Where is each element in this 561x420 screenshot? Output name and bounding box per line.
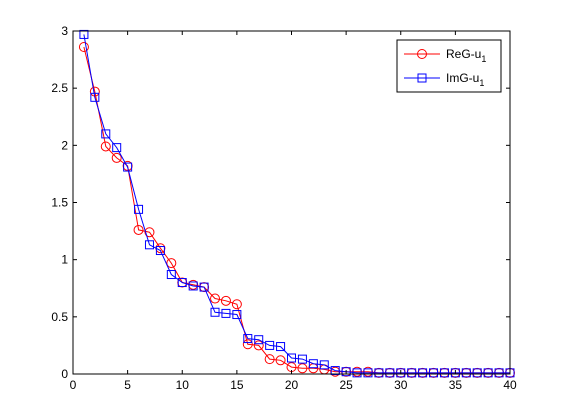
- legend-marker: [417, 49, 427, 59]
- data-point: [166, 270, 176, 280]
- data-point: [363, 368, 373, 378]
- data-point: [243, 334, 253, 344]
- data-point: [232, 310, 242, 320]
- data-point: [287, 353, 296, 363]
- x-tick-label: 5: [124, 378, 131, 392]
- data-point: [100, 141, 111, 152]
- data-point: [407, 368, 417, 378]
- data-point: [265, 340, 275, 350]
- data-point: [111, 152, 122, 163]
- data-point: [308, 359, 318, 369]
- data-point: [483, 368, 493, 378]
- data-point: [231, 299, 242, 310]
- legend-label: ReG-u1: [446, 47, 486, 64]
- data-point: [144, 240, 154, 250]
- legend-label-subscript: 1: [479, 78, 484, 88]
- legend-item: ImG-u1: [404, 71, 484, 88]
- x-axis: 0 5 10 15 20 25 30 35 40: [70, 31, 517, 392]
- data-point: [319, 360, 329, 370]
- data-point: [220, 295, 231, 306]
- legend-label: ImG-u1: [446, 71, 484, 88]
- x-tick-label: 30: [394, 378, 408, 392]
- x-tick-label: 20: [285, 378, 299, 392]
- data-point: [210, 307, 220, 317]
- x-tick-label: 15: [230, 378, 244, 392]
- y-tick-label: 0: [61, 367, 68, 381]
- data-point: [439, 368, 449, 378]
- legend-box: [396, 39, 502, 93]
- y-tick-label: 2.5: [51, 81, 68, 95]
- x-tick-label: 10: [176, 378, 190, 392]
- data-point: [396, 368, 406, 378]
- data-point: [123, 162, 133, 172]
- x-tick-label: 40: [503, 378, 517, 392]
- data-point: [461, 368, 471, 378]
- data-point: [101, 129, 111, 139]
- legend-label-main: ImG-u: [446, 71, 479, 85]
- data-point: [254, 335, 264, 345]
- data-point: [112, 143, 122, 153]
- data-point: [210, 293, 221, 304]
- x-tick-label: 25: [339, 378, 353, 392]
- data-point: [188, 281, 198, 291]
- data-point: [297, 363, 308, 374]
- data-point: [275, 355, 286, 366]
- data-point: [79, 29, 89, 39]
- series-layer: [78, 29, 515, 378]
- data-point: [221, 308, 231, 318]
- data-point: [450, 368, 460, 378]
- data-point: [166, 258, 177, 269]
- series-img-u1: [79, 29, 515, 378]
- data-point: [385, 368, 395, 378]
- data-point: [494, 368, 504, 378]
- x-tick-label: 35: [449, 378, 463, 392]
- data-point: [253, 340, 264, 351]
- data-point: [264, 354, 275, 365]
- legend-marker: [417, 73, 427, 83]
- data-point: [297, 354, 307, 364]
- data-point: [134, 204, 144, 214]
- data-point: [429, 368, 439, 378]
- data-point: [352, 368, 362, 378]
- data-point: [155, 246, 165, 256]
- data-point: [177, 278, 187, 288]
- data-point: [472, 368, 482, 378]
- y-tick-label: 1: [61, 253, 68, 267]
- legend-label-main: ReG-u: [446, 47, 481, 61]
- series-line: [83, 34, 510, 374]
- y-tick-label: 0.5: [51, 310, 68, 324]
- data-point: [133, 224, 144, 235]
- data-point: [418, 368, 428, 378]
- data-point: [330, 366, 340, 376]
- y-tick-label: 1.5: [51, 196, 68, 210]
- data-point: [144, 227, 155, 238]
- data-point: [276, 342, 286, 352]
- y-axis: 0 0.5 1 1.5 2 2.5 3: [51, 24, 510, 381]
- data-point: [78, 42, 89, 53]
- legend-label-subscript: 1: [481, 54, 486, 64]
- y-tick-label: 2: [61, 138, 68, 152]
- data-point: [374, 368, 384, 378]
- data-point: [341, 367, 351, 377]
- y-tick-label: 3: [61, 24, 68, 38]
- data-point: [199, 282, 209, 292]
- data-point: [242, 339, 253, 350]
- x-tick-label: 0: [70, 378, 77, 392]
- legend-item: ReG-u1: [404, 47, 486, 64]
- data-point: [90, 92, 100, 102]
